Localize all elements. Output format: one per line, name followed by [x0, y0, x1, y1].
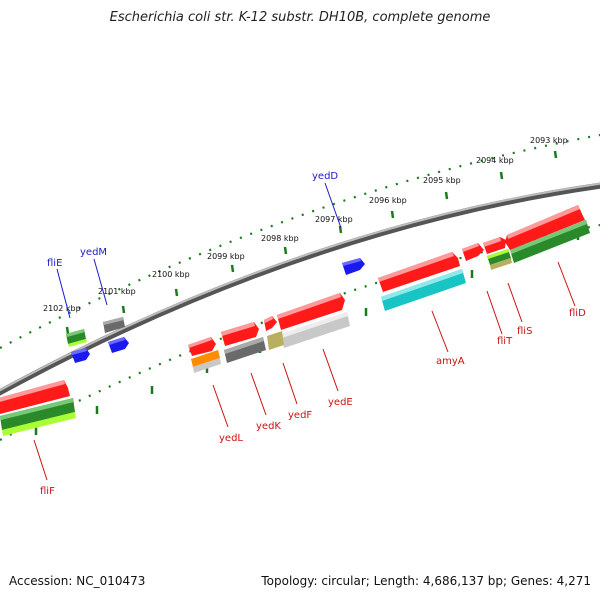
gene-label-fliT: fliT — [497, 336, 513, 347]
map-title: Escherichia coli str. K-12 substr. DH10B… — [109, 10, 491, 25]
forward-genes — [66, 258, 365, 363]
scale-label-2098: 2098 kbp — [261, 234, 299, 243]
gene-label-fliF: fliF — [40, 486, 55, 497]
gene-label-fliD: fliD — [569, 308, 586, 319]
gene-yedK[interactable] — [221, 322, 266, 363]
scale-label-2097: 2097 kbp — [315, 215, 353, 224]
gene-label-yedM: yedM — [80, 247, 107, 258]
scale-label-2099: 2099 kbp — [207, 252, 245, 261]
reverse-genes — [0, 205, 590, 436]
accession-text: Accession: NC_010473 — [9, 574, 146, 588]
gene-label-yedF: yedF — [288, 410, 312, 421]
gene-label-yedD: yedD — [312, 171, 338, 182]
gene-amyA[interactable] — [378, 252, 466, 311]
gene-fliS[interactable] — [483, 237, 512, 270]
gene-yedM[interactable] — [108, 337, 129, 353]
gene-fliE[interactable] — [71, 348, 90, 363]
gene-fliE-green[interactable] — [66, 329, 87, 347]
gene-yedL[interactable] — [188, 337, 221, 373]
major-ticks-forward — [65, 150, 558, 335]
gene-yedE[interactable] — [277, 293, 350, 348]
gene-label-fliE: fliE — [47, 258, 62, 269]
gene-fliD[interactable] — [505, 205, 590, 263]
scale-label-2102: 2102 kbp — [43, 304, 81, 313]
gene-label-fliS: fliS — [517, 326, 532, 337]
scale-label-2096: 2096 kbp — [369, 196, 407, 205]
scale-labels: 2093 kbp 2094 kbp 2095 kbp 2096 kbp 2097… — [43, 136, 568, 313]
gene-label-yedL: yedL — [219, 433, 243, 444]
gene-yedD[interactable] — [342, 258, 365, 275]
label-leader-lines — [33, 182, 576, 481]
scale-label-2093: 2093 kbp — [530, 136, 568, 145]
gene-fliF[interactable] — [0, 380, 76, 436]
gene-yedF[interactable] — [264, 316, 284, 350]
gene-fliT[interactable] — [462, 243, 484, 261]
scale-label-2100: 2100 kbp — [152, 270, 190, 279]
forward-gene-labels: yedD yedM fliE — [47, 171, 338, 269]
gene-label-yedE: yedE — [328, 397, 353, 408]
genome-backbone-highlight — [0, 182, 600, 392]
scale-label-2094: 2094 kbp — [476, 156, 514, 165]
gene-yedM-gray[interactable] — [103, 317, 125, 333]
scale-label-2101: 2101 kbp — [98, 287, 136, 296]
reverse-gene-labels: fliD fliS fliT amyA yedE yedF yedK yedL … — [40, 308, 586, 497]
gene-label-amyA: amyA — [436, 356, 465, 367]
genome-summary-text: Topology: circular; Length: 4,686,137 bp… — [261, 574, 591, 588]
scale-label-2095: 2095 kbp — [423, 176, 461, 185]
gene-label-yedK: yedK — [256, 421, 281, 432]
